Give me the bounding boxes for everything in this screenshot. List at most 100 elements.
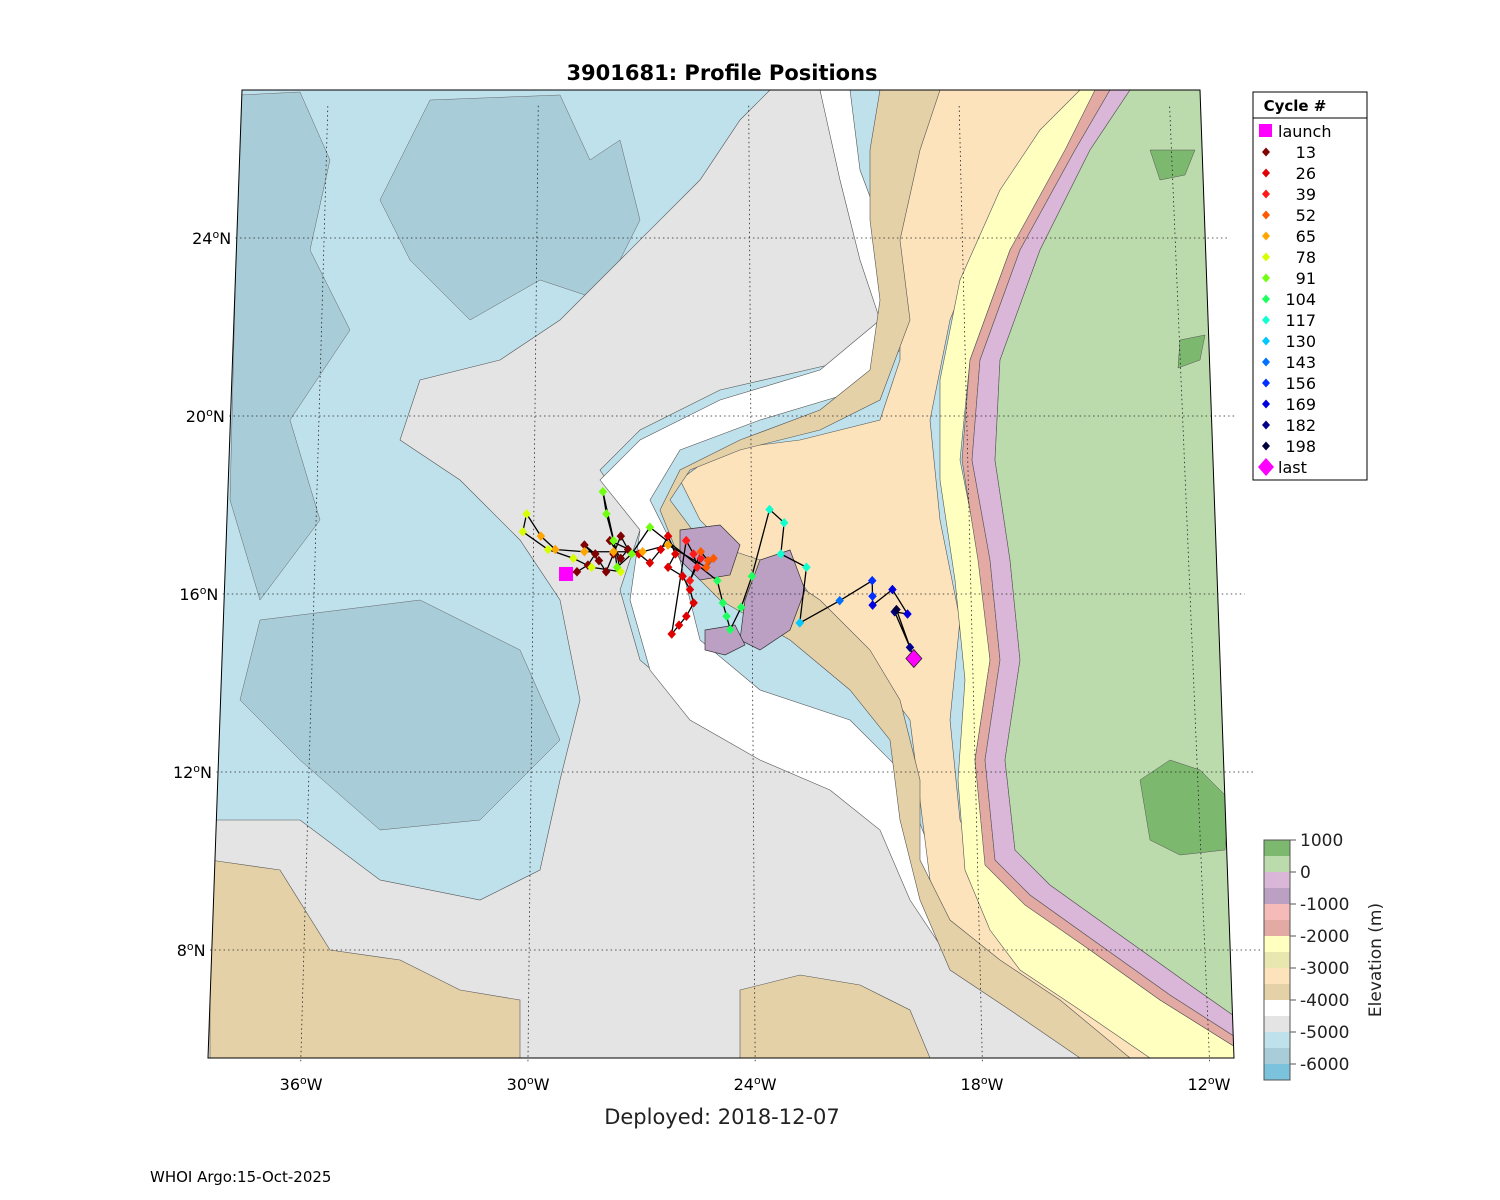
- profile-marker: [722, 611, 731, 622]
- lat-tick-label: 16oN: [179, 584, 218, 604]
- lon-tick-label: 36oW: [280, 1074, 323, 1094]
- legend-title: Cycle #: [1264, 97, 1327, 115]
- colorbar-band: [1264, 968, 1290, 985]
- legend-marker: [1262, 252, 1270, 262]
- lat-tick-label: 24oN: [192, 228, 231, 248]
- legend-marker: [1262, 273, 1270, 283]
- colorbar-band: [1264, 856, 1290, 873]
- legend-label: 143: [1285, 353, 1316, 372]
- legend-entry: 39: [1262, 185, 1316, 204]
- profile-marker: [696, 546, 706, 557]
- shelf-bands: [939, 90, 1234, 1058]
- profile-marker: [802, 562, 811, 573]
- legend-marker: [1262, 399, 1270, 409]
- colorbar-band: [1264, 904, 1290, 921]
- colorbar-band: [1264, 1016, 1290, 1033]
- legend-entry: 117: [1262, 311, 1316, 330]
- legend-label: launch: [1278, 122, 1331, 141]
- legend-entry: 13: [1262, 143, 1316, 162]
- colorbar-band: [1264, 936, 1290, 953]
- lon-gridline: [527, 104, 539, 1062]
- profile-marker: [663, 562, 673, 573]
- lat-tick-label: 8oN: [177, 940, 206, 960]
- profile-marker: [689, 598, 698, 608]
- track-line: [522, 491, 915, 659]
- legend-entry: launch: [1259, 122, 1331, 141]
- profile-marker: [587, 562, 596, 573]
- legend-marker: [1262, 168, 1270, 178]
- lon-gridline: [1169, 104, 1210, 1062]
- cycle-legend: Cycle # launch 13 26 39 52 65 78 91 104 117 130 143…: [1252, 91, 1368, 481]
- profile-marker: [638, 546, 647, 557]
- profile-marker: [645, 522, 655, 533]
- profile-marker: [718, 598, 728, 608]
- colorbar-band: [1264, 952, 1290, 969]
- southern-rise: [209, 859, 521, 1058]
- legend-entry: 182: [1262, 416, 1316, 435]
- legend-marker: [1262, 210, 1270, 220]
- profile-marker: [685, 584, 695, 595]
- colorbar-band: [1264, 984, 1290, 1001]
- legend-marker: [1262, 147, 1270, 157]
- lon-gridline: [748, 104, 756, 1062]
- land-highland: [1177, 334, 1206, 369]
- profile-marker: [594, 555, 604, 566]
- elevation-colorbar: 1000 0 -1000 -2000 -3000 -4000 -5000 -6000 Elev…: [1263, 831, 1386, 1081]
- colorbar-tick-label: -2000: [1300, 927, 1349, 947]
- legend-entry: 104: [1262, 290, 1316, 309]
- legend-entry: 26: [1262, 164, 1316, 183]
- legend-marker: [1262, 357, 1270, 367]
- profile-marker: [580, 546, 589, 557]
- profile-marker: [670, 549, 680, 559]
- legend-label: last: [1278, 458, 1307, 477]
- profile-marker: [612, 562, 622, 573]
- lat-tick-label: 20oN: [186, 406, 225, 426]
- lat-tick-label: 12oN: [173, 762, 212, 782]
- map-area: [208, 90, 1234, 1058]
- colorbar-tick-label: 1000: [1300, 831, 1343, 851]
- legend-label: 130: [1285, 332, 1316, 351]
- map-frame: [207, 89, 1235, 1059]
- legend-label: 13: [1296, 143, 1316, 162]
- legend-entry: 156: [1262, 374, 1316, 393]
- profile-marker: [736, 602, 746, 613]
- deep-patch: [229, 91, 351, 601]
- legend-marker: [1262, 336, 1270, 346]
- profile-marker: [685, 575, 695, 586]
- graticule: [210, 104, 1262, 1062]
- profile-marker: [543, 544, 553, 555]
- float-track: [518, 486, 923, 669]
- legend-label: 39: [1296, 185, 1316, 204]
- profile-marker: [712, 575, 722, 586]
- profile-marker: [550, 544, 560, 555]
- lon-tick-label: 30oW: [507, 1074, 550, 1094]
- profile-marker: [627, 549, 637, 559]
- legend-entry: last: [1258, 458, 1307, 477]
- deep-patch: [239, 599, 561, 831]
- profile-marker: [667, 629, 677, 639]
- profile-marker: [867, 575, 877, 586]
- profile-marker: [701, 562, 711, 573]
- launch-marker: [559, 566, 574, 581]
- southern-rise: [739, 974, 931, 1058]
- legend-label: 169: [1285, 395, 1316, 414]
- profile-marker: [678, 571, 687, 582]
- deployed-date: Deployed: 2018-12-07: [604, 1105, 840, 1129]
- legend-entry: 143: [1262, 353, 1316, 372]
- profile-marker: [868, 600, 877, 611]
- profile-marker: [609, 535, 618, 546]
- legend-marker: [1262, 315, 1270, 325]
- profile-marker: [681, 535, 691, 546]
- colorbar-band: [1264, 872, 1290, 889]
- axis-ticks: 24oN 20oN 16oN 12oN 8oN 36oW 30oW 24oW 18oW 12oW: [173, 228, 1231, 1094]
- colorbar-band: [1264, 1064, 1290, 1081]
- profile-marker: [747, 571, 757, 582]
- colorbar-band: [1264, 1048, 1290, 1065]
- colorbar-tick-label: -1000: [1300, 895, 1349, 915]
- colorbar-band: [1264, 888, 1290, 905]
- map-title: 3901681: Profile Positions: [566, 61, 877, 85]
- legend-marker: [1262, 378, 1270, 388]
- legend-label: 117: [1285, 311, 1316, 330]
- legend-label: 182: [1285, 416, 1316, 435]
